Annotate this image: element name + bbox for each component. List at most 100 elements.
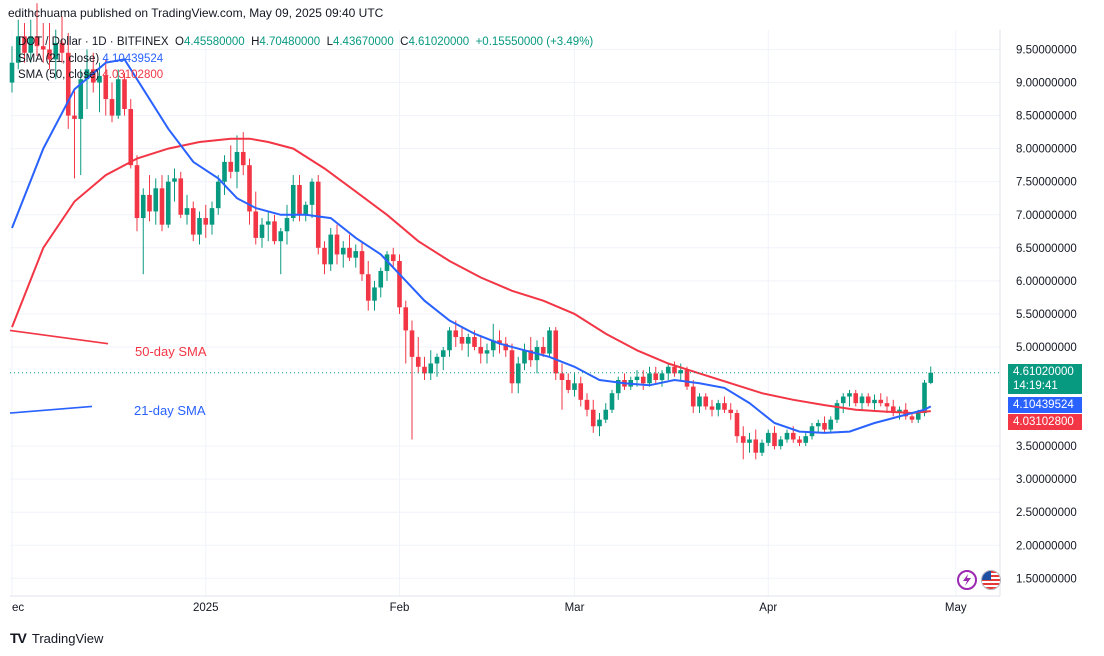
candle-up xyxy=(184,208,190,215)
candle-up xyxy=(922,382,927,414)
last-price-tag: 4.61020000 14:19:41 xyxy=(1008,364,1082,394)
time-axis: ec 2025 Feb Mar Apr May xyxy=(12,602,967,614)
candle-down xyxy=(122,79,127,109)
candle-up xyxy=(372,287,377,301)
candle-up xyxy=(634,376,640,380)
candle-down xyxy=(272,221,277,242)
candle-down xyxy=(728,409,734,414)
candle-up xyxy=(447,330,452,351)
y-tick-label: 1.50000000 xyxy=(1016,573,1077,585)
sma50-price-tag: 4.03102800 xyxy=(1008,414,1082,430)
candle-down xyxy=(22,36,27,53)
candle-up xyxy=(265,221,271,225)
candle-up xyxy=(515,363,521,384)
candle-down xyxy=(359,251,365,275)
candle-up xyxy=(809,426,815,437)
high-value: 4.70480000 xyxy=(259,36,321,48)
candle-down xyxy=(909,416,915,420)
us-flag-icon[interactable] xyxy=(981,570,1001,590)
candle-up xyxy=(384,254,390,271)
candle-up xyxy=(215,181,221,209)
candle-down xyxy=(322,247,327,265)
tradingview-logo-icon: TV xyxy=(10,630,27,646)
y-tick-label: 3.00000000 xyxy=(1016,474,1077,486)
candle-down xyxy=(565,380,571,390)
candle-up xyxy=(522,350,527,364)
sma21-annotation: 21-day SMA xyxy=(134,403,206,418)
y-tick-label: 5.00000000 xyxy=(1016,342,1077,354)
y-tick-label: 3.50000000 xyxy=(1016,441,1077,453)
change-value: +0.15550000 (+3.49%) xyxy=(475,36,594,48)
candle-up xyxy=(53,42,59,60)
sma50-legend[interactable]: SMA (50, close) 4.03102800 xyxy=(18,69,164,81)
candle-up xyxy=(15,36,21,63)
y-tick-label: 7.50000000 xyxy=(1016,177,1077,189)
candle-up xyxy=(834,403,840,420)
candle-down xyxy=(797,439,802,443)
candle-down xyxy=(390,254,396,262)
lightning-icon[interactable] xyxy=(957,570,977,590)
candle-up xyxy=(697,396,702,407)
candle-down xyxy=(740,436,746,443)
candle-up xyxy=(678,370,684,374)
candle-up xyxy=(859,396,865,404)
sma21-legend[interactable]: SMA (21, close) 4.10439524 xyxy=(18,52,164,65)
candle-down xyxy=(772,432,777,447)
price-axis: 9.50000000 9.00000000 8.50000000 8.00000000… xyxy=(1016,45,1077,586)
candle-down xyxy=(159,188,165,225)
candle-down xyxy=(253,211,259,238)
y-tick-label: 5.50000000 xyxy=(1016,309,1077,321)
chart-legend: DOT / Dollar · 1D · BITFINEX O4.45580000… xyxy=(18,34,593,84)
candle-down xyxy=(884,403,890,407)
candle-up xyxy=(428,363,434,374)
candle-down xyxy=(497,340,502,344)
candle-down xyxy=(365,274,371,301)
sma-lines xyxy=(11,58,932,434)
candle-down xyxy=(684,370,690,387)
candle-down xyxy=(722,403,727,410)
candle-down xyxy=(247,165,252,212)
candle-down xyxy=(653,373,659,380)
candle-down xyxy=(190,208,196,235)
candle-up xyxy=(915,413,921,420)
symbol-label[interactable]: DOT / Dollar · 1D · BITFINEX xyxy=(18,36,169,48)
sma50-annotation: 50-day SMA xyxy=(135,344,207,359)
candle-up xyxy=(778,439,784,447)
candle-up xyxy=(153,188,159,212)
candle-up xyxy=(603,409,609,420)
candle-up xyxy=(259,224,265,238)
candle-up xyxy=(340,247,346,255)
y-tick-label: 8.00000000 xyxy=(1016,144,1077,156)
x-tick-label: May xyxy=(945,602,967,614)
candle-down xyxy=(578,383,584,400)
candle-down xyxy=(240,151,246,166)
candle-down xyxy=(472,337,477,347)
publish-header: edithchuama published on TradingView.com… xyxy=(8,6,384,20)
candle-down xyxy=(59,42,65,53)
candle-up xyxy=(803,436,809,443)
y-tick-label: 7.00000000 xyxy=(1016,210,1077,222)
candle-down xyxy=(103,75,109,100)
annotation-lines xyxy=(9,329,109,414)
candle-down xyxy=(590,409,596,427)
candle-down xyxy=(509,350,515,384)
candle-up xyxy=(765,432,771,443)
candle-up xyxy=(222,161,227,182)
candle-down xyxy=(34,36,40,47)
close-value: 4.61020000 xyxy=(408,36,470,48)
candle-up xyxy=(665,366,671,374)
candle-down xyxy=(47,49,52,60)
x-tick-label: ec xyxy=(12,602,24,614)
candle-down xyxy=(865,396,871,404)
sma21-annotation-line xyxy=(9,405,93,414)
candle-down xyxy=(128,108,134,166)
candle-up xyxy=(140,194,146,219)
candle-down xyxy=(528,350,534,361)
open-value: 4.45580000 xyxy=(183,36,245,48)
candle-up xyxy=(28,36,34,53)
candle-up xyxy=(84,69,90,80)
candle-down xyxy=(540,346,546,354)
candle-down xyxy=(178,178,184,215)
candle-down xyxy=(878,399,884,404)
